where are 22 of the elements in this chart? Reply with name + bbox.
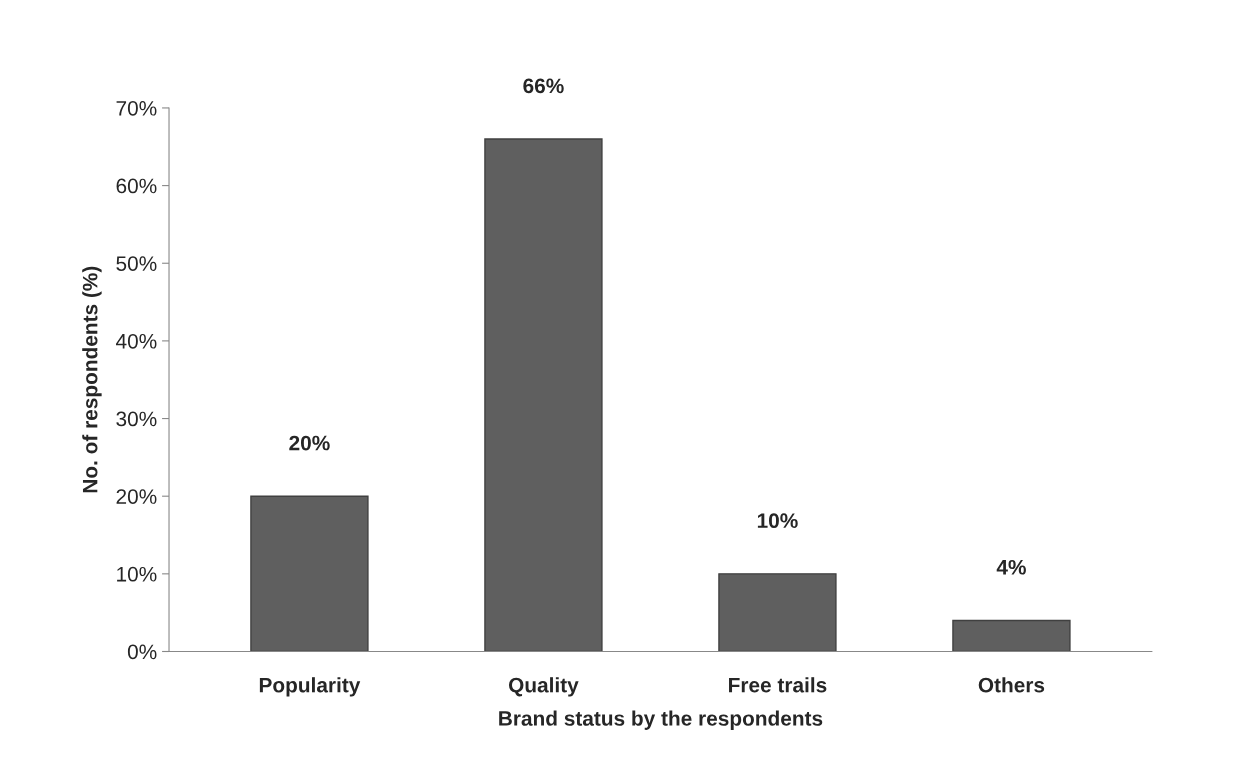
y-tick-label: 40%	[116, 333, 157, 349]
y-tick-label: 70%	[116, 100, 157, 116]
y-tick-label: 30%	[116, 411, 157, 427]
data-label: 4%	[996, 559, 1026, 575]
y-axis-title: No. of respondents (%)	[82, 266, 102, 493]
data-label: 66%	[523, 78, 564, 94]
bar	[952, 619, 1071, 652]
x-tick-label: Popularity	[259, 677, 361, 697]
x-axis-title: Brand status by the respondents	[499, 710, 823, 730]
y-tick-label: 60%	[116, 178, 157, 194]
bar	[718, 573, 837, 652]
y-tick-label: 10%	[117, 566, 157, 582]
data-label: 20%	[289, 435, 330, 451]
bar	[484, 138, 603, 652]
x-tick-label: Quality	[508, 677, 579, 697]
y-tick-label: 50%	[116, 256, 157, 271]
y-tick-label: 20%	[116, 489, 157, 504]
x-tick-label: Free trails	[729, 677, 827, 693]
data-label: 10%	[757, 513, 798, 529]
bar	[250, 495, 369, 652]
y-tick-label: 0%	[127, 644, 157, 660]
x-tick-label: Others	[978, 677, 1045, 693]
